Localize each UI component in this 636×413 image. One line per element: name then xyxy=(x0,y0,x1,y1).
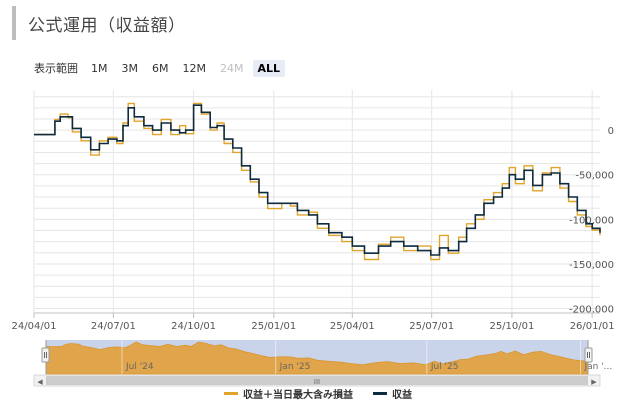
range-button-12m[interactable]: 12M xyxy=(182,61,207,75)
legend-item-profit[interactable]: 収益 xyxy=(373,386,412,401)
x-tick-label: 24/04/01 xyxy=(12,321,57,332)
x-tick-label: 25/07/01 xyxy=(409,321,454,332)
y-tick-label: -50,000 xyxy=(575,171,614,182)
navigator-area xyxy=(45,341,589,375)
scrollbar-right-arrow[interactable]: ▶ xyxy=(591,378,597,386)
y-tick-label: 0 xyxy=(608,126,614,137)
title-bar: 公式運用（収益額） xyxy=(12,6,186,40)
range-selector: 表示範囲 1M 3M 6M 12M 24M ALL xyxy=(34,58,286,78)
y-tick-label: -200,000 xyxy=(569,305,614,316)
x-tick-label: 25/04/01 xyxy=(330,321,375,332)
scrollbar[interactable]: III ◀ ▶ xyxy=(33,374,601,387)
legend-swatch-navy xyxy=(373,392,387,395)
chart-legend: 収益＋当日最大含み損益 収益 xyxy=(0,386,636,401)
y-tick-label: -150,000 xyxy=(569,260,614,271)
navigator-left-handle[interactable] xyxy=(41,347,50,363)
x-tick-label: 25/10/01 xyxy=(489,321,534,332)
x-tick-label: 25/01/01 xyxy=(251,321,296,332)
series-group xyxy=(34,102,601,261)
x-axis: 24/04/01 24/07/01 24/10/01 25/01/01 25/04/01… xyxy=(12,313,615,332)
scrollbar-left-arrow[interactable]: ◀ xyxy=(37,378,43,386)
x-tick-label: 26/01/01 xyxy=(570,321,615,332)
range-button-3m[interactable]: 3M xyxy=(121,61,139,75)
grid-lines xyxy=(33,90,600,313)
page-title: 公式運用（収益額） xyxy=(28,15,186,36)
navigator-label: Jul '24 xyxy=(125,362,154,372)
scrollbar-thumb[interactable] xyxy=(46,376,588,385)
legend-label-profit-with-loss: 収益＋当日最大含み損益 xyxy=(243,390,353,401)
range-button-6m[interactable]: 6M xyxy=(152,61,169,75)
scrollbar-grip[interactable]: III xyxy=(314,378,320,386)
legend-label-profit: 収益 xyxy=(392,390,412,401)
x-tick-label: 24/07/01 xyxy=(91,321,136,332)
legend-swatch-orange xyxy=(224,392,238,395)
range-button-24m: 24M xyxy=(220,61,244,75)
range-button-1m[interactable]: 1M xyxy=(91,61,108,75)
range-selector-label: 表示範囲 xyxy=(34,62,78,75)
x-tick-label: 24/10/01 xyxy=(171,321,216,332)
range-button-all[interactable]: ALL xyxy=(252,59,286,77)
navigator-label: Jan '... xyxy=(583,362,612,372)
navigator-right-handle[interactable] xyxy=(584,347,593,363)
navigator[interactable]: Jul '24 Jan '25 Jul '25 Jan '... xyxy=(41,340,612,375)
y-tick-label: -100,000 xyxy=(569,215,614,226)
navigator-label: Jan '25 xyxy=(279,362,311,372)
y-axis: 0 -50,000 -100,000 -150,000 -200,000 xyxy=(569,126,614,315)
navigator-labels: Jul '24 Jan '25 Jul '25 Jan '... xyxy=(121,340,612,374)
navigator-label: Jul '25 xyxy=(430,362,459,372)
series-line-profit xyxy=(34,104,601,256)
plot-area xyxy=(34,90,600,313)
legend-item-profit-with-loss[interactable]: 収益＋当日最大含み損益 xyxy=(224,386,353,401)
